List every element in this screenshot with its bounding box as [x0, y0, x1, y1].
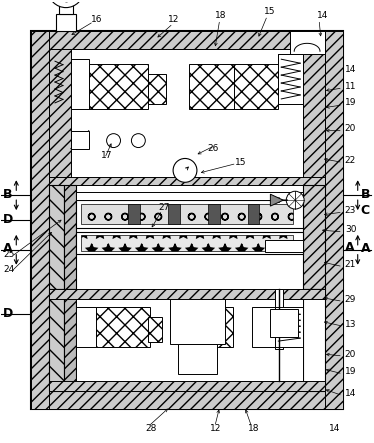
Bar	[49, 185, 64, 289]
Bar	[303, 289, 325, 391]
Bar	[189, 64, 234, 109]
Bar	[49, 381, 325, 391]
Bar	[49, 49, 325, 391]
Bar	[252, 307, 275, 347]
Bar	[76, 192, 303, 200]
Text: 19: 19	[345, 367, 356, 377]
Text: C: C	[361, 204, 370, 217]
Bar	[278, 54, 303, 104]
Bar	[49, 289, 325, 299]
Bar	[71, 131, 89, 148]
Bar	[266, 240, 303, 252]
Bar	[170, 299, 225, 344]
Text: 11: 11	[345, 82, 356, 90]
Bar	[128, 204, 140, 224]
Bar	[76, 299, 303, 381]
Text: D: D	[3, 307, 13, 320]
Bar	[178, 344, 217, 374]
Text: 17: 17	[101, 151, 112, 160]
Text: 19: 19	[345, 98, 356, 107]
Bar	[178, 319, 188, 339]
Bar	[248, 204, 260, 224]
Bar	[89, 64, 148, 109]
Bar	[31, 31, 49, 408]
Polygon shape	[270, 194, 283, 206]
Circle shape	[107, 134, 120, 148]
Text: 22: 22	[345, 156, 356, 165]
Bar	[208, 204, 220, 224]
Bar	[31, 31, 343, 49]
Bar	[96, 307, 150, 347]
Circle shape	[48, 0, 84, 8]
Bar	[275, 307, 303, 347]
Text: 24: 24	[3, 265, 15, 274]
Bar	[325, 31, 343, 408]
Bar	[76, 232, 303, 254]
Bar	[64, 289, 76, 391]
Text: 18: 18	[215, 11, 226, 20]
Bar	[31, 391, 343, 408]
Bar	[56, 14, 76, 31]
Text: B: B	[3, 188, 13, 201]
Circle shape	[131, 134, 145, 148]
Bar	[168, 204, 180, 224]
Bar	[71, 59, 89, 109]
Text: A: A	[345, 241, 355, 254]
Bar	[290, 31, 325, 54]
Text: B: B	[361, 188, 370, 201]
Text: 13: 13	[345, 320, 356, 329]
Text: 12: 12	[168, 15, 180, 24]
Bar	[148, 74, 166, 104]
Text: 23: 23	[345, 206, 356, 214]
Text: 20: 20	[345, 350, 356, 358]
Text: 15: 15	[234, 158, 246, 167]
Bar	[275, 289, 283, 349]
Bar	[49, 177, 325, 185]
Bar	[59, 4, 73, 14]
Text: 29: 29	[345, 295, 356, 304]
Text: 30: 30	[345, 225, 356, 234]
Bar	[303, 49, 325, 185]
Text: 25: 25	[3, 250, 15, 259]
Text: 14: 14	[345, 389, 356, 398]
Bar	[76, 307, 96, 347]
Bar	[64, 185, 76, 289]
Text: A: A	[361, 242, 370, 255]
Text: 18: 18	[248, 424, 259, 433]
Bar	[234, 64, 278, 109]
Bar	[49, 49, 71, 185]
Text: 21: 21	[345, 260, 356, 269]
Bar	[31, 31, 343, 408]
Text: A: A	[3, 242, 13, 255]
Bar	[81, 235, 293, 251]
Bar	[49, 289, 64, 391]
Bar	[178, 307, 233, 347]
Text: D: D	[3, 213, 13, 225]
Text: 14: 14	[317, 11, 328, 20]
Bar	[270, 309, 298, 337]
Bar	[81, 204, 293, 224]
Bar	[148, 317, 162, 342]
Bar	[303, 185, 325, 289]
Text: 28: 28	[145, 424, 157, 433]
Bar	[278, 54, 303, 104]
Text: 26: 26	[208, 144, 219, 153]
Text: 20: 20	[345, 124, 356, 133]
Text: 14: 14	[345, 65, 356, 74]
Bar	[76, 200, 303, 228]
Circle shape	[286, 191, 304, 209]
Text: 12: 12	[210, 424, 221, 433]
Circle shape	[173, 159, 197, 182]
Text: 14: 14	[329, 424, 340, 433]
Text: 15: 15	[264, 7, 276, 16]
Text: 16: 16	[91, 15, 102, 24]
Text: 27: 27	[158, 202, 169, 212]
